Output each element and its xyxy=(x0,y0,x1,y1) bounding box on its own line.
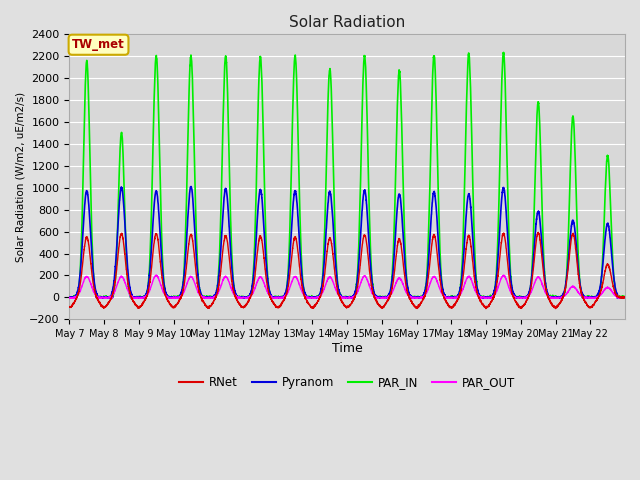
Pyranom xyxy=(527,280,535,286)
PAR_IN xyxy=(500,49,508,55)
Pyranom xyxy=(373,295,381,301)
Pyranom xyxy=(398,210,406,216)
Legend: RNet, Pyranom, PAR_IN, PAR_OUT: RNet, Pyranom, PAR_IN, PAR_OUT xyxy=(175,371,520,394)
Pyranom xyxy=(368,276,376,282)
Text: TW_met: TW_met xyxy=(72,38,125,51)
PAR_OUT xyxy=(65,295,73,300)
RNet xyxy=(482,306,490,312)
PAR_IN xyxy=(368,272,376,277)
PAR_OUT xyxy=(527,289,534,295)
Line: PAR_IN: PAR_IN xyxy=(69,52,625,298)
Line: RNet: RNet xyxy=(69,232,625,309)
PAR_OUT xyxy=(152,272,160,278)
PAR_OUT xyxy=(541,288,549,294)
PAR_IN xyxy=(541,279,549,285)
Pyranom xyxy=(65,295,73,300)
PAR_IN xyxy=(527,282,535,288)
Pyranom xyxy=(188,184,195,190)
PAR_IN xyxy=(513,295,521,301)
RNet xyxy=(180,279,188,285)
X-axis label: Time: Time xyxy=(332,342,363,355)
PAR_IN xyxy=(180,257,188,263)
PAR_IN xyxy=(397,111,405,117)
RNet xyxy=(541,283,549,289)
RNet xyxy=(527,285,534,290)
PAR_OUT xyxy=(500,273,508,279)
Pyranom xyxy=(541,279,549,285)
RNet xyxy=(534,229,542,235)
PAR_OUT xyxy=(621,295,628,301)
Line: Pyranom: Pyranom xyxy=(69,187,625,298)
RNet xyxy=(397,245,405,251)
RNet xyxy=(65,304,73,310)
Pyranom xyxy=(621,295,628,300)
Line: PAR_OUT: PAR_OUT xyxy=(69,275,625,298)
Title: Solar Radiation: Solar Radiation xyxy=(289,15,405,30)
RNet xyxy=(368,284,376,289)
PAR_OUT xyxy=(397,277,405,283)
RNet xyxy=(500,231,508,237)
PAR_IN xyxy=(621,294,628,300)
Y-axis label: Solar Radiation (W/m2, uE/m2/s): Solar Radiation (W/m2, uE/m2/s) xyxy=(15,92,25,262)
Pyranom xyxy=(500,185,508,191)
PAR_IN xyxy=(65,294,73,300)
RNet xyxy=(621,294,628,300)
PAR_OUT xyxy=(368,289,376,295)
Pyranom xyxy=(180,267,188,273)
PAR_OUT xyxy=(553,295,561,301)
PAR_IN xyxy=(500,49,508,55)
PAR_OUT xyxy=(181,287,189,293)
